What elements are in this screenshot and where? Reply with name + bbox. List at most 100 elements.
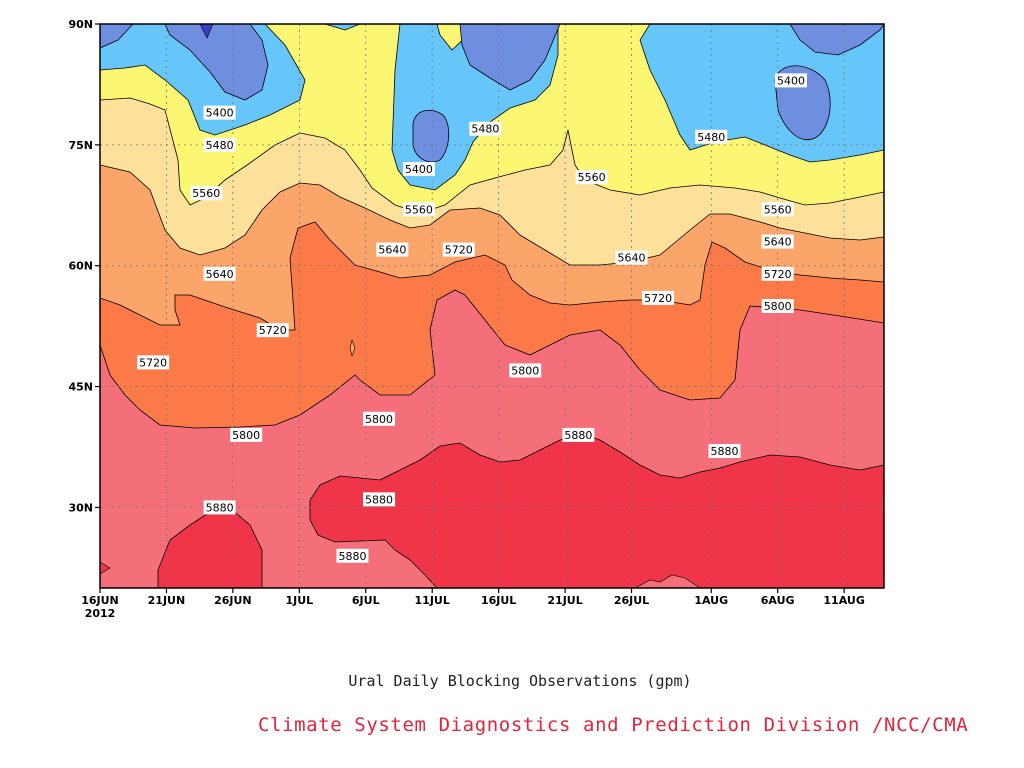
contour-label-text: 5720 [259, 324, 287, 337]
contour-label: 5560 [575, 170, 608, 185]
contour-label-text: 5720 [139, 356, 167, 369]
contour-fills [100, 24, 884, 588]
contour-label: 5640 [761, 234, 794, 249]
contour-label-box [642, 290, 675, 305]
y-tick-label: 60N [68, 260, 93, 273]
contour-label-box [230, 427, 263, 442]
x-tick-label: 26JUN [214, 594, 252, 607]
contour-label: 5400 [203, 105, 236, 120]
contour-label-box [363, 411, 396, 426]
contour-label: 5720 [442, 242, 475, 257]
contour-label-box [562, 427, 595, 442]
contour-label-text: 5560 [578, 171, 606, 184]
contour-label-box [575, 170, 608, 185]
contour-label-text: 5480 [206, 139, 234, 152]
contour-label-text: 5800 [764, 300, 792, 313]
band-above-5880-a [309, 432, 884, 588]
x-axis-year-label: 2012 [85, 607, 116, 620]
credit-line: Climate System Diagnostics and Predictio… [258, 714, 969, 736]
band-below-5400-c [459, 24, 561, 91]
band-below-5400-a [164, 24, 269, 101]
contour-label-box [137, 355, 170, 370]
x-axis: 16JUN 21JUN 26JUN 1JUL 6JUL 11JUL 16JUL 21JUL 26… [81, 588, 865, 620]
x-tick-label: 11AUG [823, 594, 864, 607]
contour-label: 5720 [761, 266, 794, 281]
contour-label-box [402, 162, 435, 177]
contour-label-text: 5880 [365, 493, 393, 506]
contour-label-box [376, 242, 409, 257]
contour-label: 5400 [402, 162, 435, 177]
contour-label-box [363, 492, 396, 507]
contour-label: 5480 [203, 137, 236, 152]
contour-label: 5480 [695, 129, 728, 144]
contour-label-box [336, 548, 369, 563]
x-tick-label: 26JUL [614, 594, 649, 607]
y-tick-label: 75N [68, 139, 93, 152]
contour-label-text: 5800 [511, 364, 539, 377]
contour-label: 5400 [774, 73, 807, 88]
contour-label-text: 5720 [764, 268, 792, 281]
band-below-5400-g [199, 24, 214, 39]
y-tick-label: 90N [68, 18, 93, 31]
contour-label-text: 5480 [471, 123, 499, 136]
band-5800-5880-islet [634, 574, 701, 588]
contour-label-text: 5640 [206, 268, 234, 281]
contour-label-text: 5640 [764, 236, 792, 249]
contour-label: 5880 [708, 444, 741, 459]
x-tick-label: 1AUG [694, 594, 728, 607]
contour-label: 5480 [469, 121, 502, 136]
grid-lines [100, 24, 884, 588]
band-5640-5720-sliver [349, 338, 356, 358]
contour-label: 5880 [203, 500, 236, 515]
contour-label-box [203, 105, 236, 120]
contour-label-box [761, 234, 794, 249]
x-tick-label: 1JUL [285, 594, 313, 607]
contour-label: 5640 [376, 242, 409, 257]
band-above-5880-c [100, 561, 111, 575]
contour-label: 5720 [256, 323, 289, 338]
contour-label: 5800 [761, 299, 794, 313]
contour-label-text: 5800 [232, 429, 260, 442]
contour-label: 5560 [402, 202, 435, 217]
contour-label-box [774, 73, 807, 88]
contour-label-text: 5480 [697, 131, 725, 144]
contour-label-text: 5640 [618, 252, 646, 265]
contour-label-text: 5400 [405, 163, 433, 176]
contour-label-box [203, 266, 236, 281]
contour-label-box [203, 500, 236, 515]
contour-label-text: 5560 [192, 187, 220, 200]
contour-label-text: 5400 [777, 74, 805, 87]
y-tick-label: 45N [68, 381, 93, 394]
band-below-5400-d [412, 109, 450, 163]
contour-label-text: 5720 [644, 292, 672, 305]
contour-label-box [469, 121, 502, 136]
contour-label-text: 5880 [338, 550, 366, 563]
contour-label-box [509, 363, 542, 378]
x-tick-label: 16JUL [481, 594, 516, 607]
contour-label: 5720 [642, 290, 675, 305]
contour-label-box [761, 299, 794, 313]
contour-label: 5720 [137, 355, 170, 370]
contour-label-text: 5640 [378, 244, 406, 257]
band-below-5400-b [100, 24, 134, 49]
contour-label-box [256, 323, 289, 338]
plot-frame [99, 23, 885, 589]
contour-label-box [203, 137, 236, 152]
x-tick-label: 21JUN [148, 594, 186, 607]
contour-label: 5640 [615, 250, 648, 265]
x-tick-label: 6AUG [761, 594, 795, 607]
contour-labels: 5400 5480 5560 5640 5720 5720 5800 5880 5400 5480… [137, 73, 807, 563]
contour-label-box [761, 202, 794, 217]
contour-label-text: 5880 [206, 501, 234, 514]
contour-label-text: 5720 [445, 244, 473, 257]
contour-label-box [761, 266, 794, 281]
contour-label: 5800 [363, 411, 396, 426]
contour-label-text: 5880 [711, 445, 739, 458]
y-tick-label: 30N [68, 501, 93, 514]
contour-label: 5640 [203, 266, 236, 281]
contour-label-text: 5400 [206, 107, 234, 120]
contour-label: 5880 [562, 427, 595, 442]
contour-label-box [442, 242, 475, 257]
contour-label: 5800 [509, 363, 542, 378]
